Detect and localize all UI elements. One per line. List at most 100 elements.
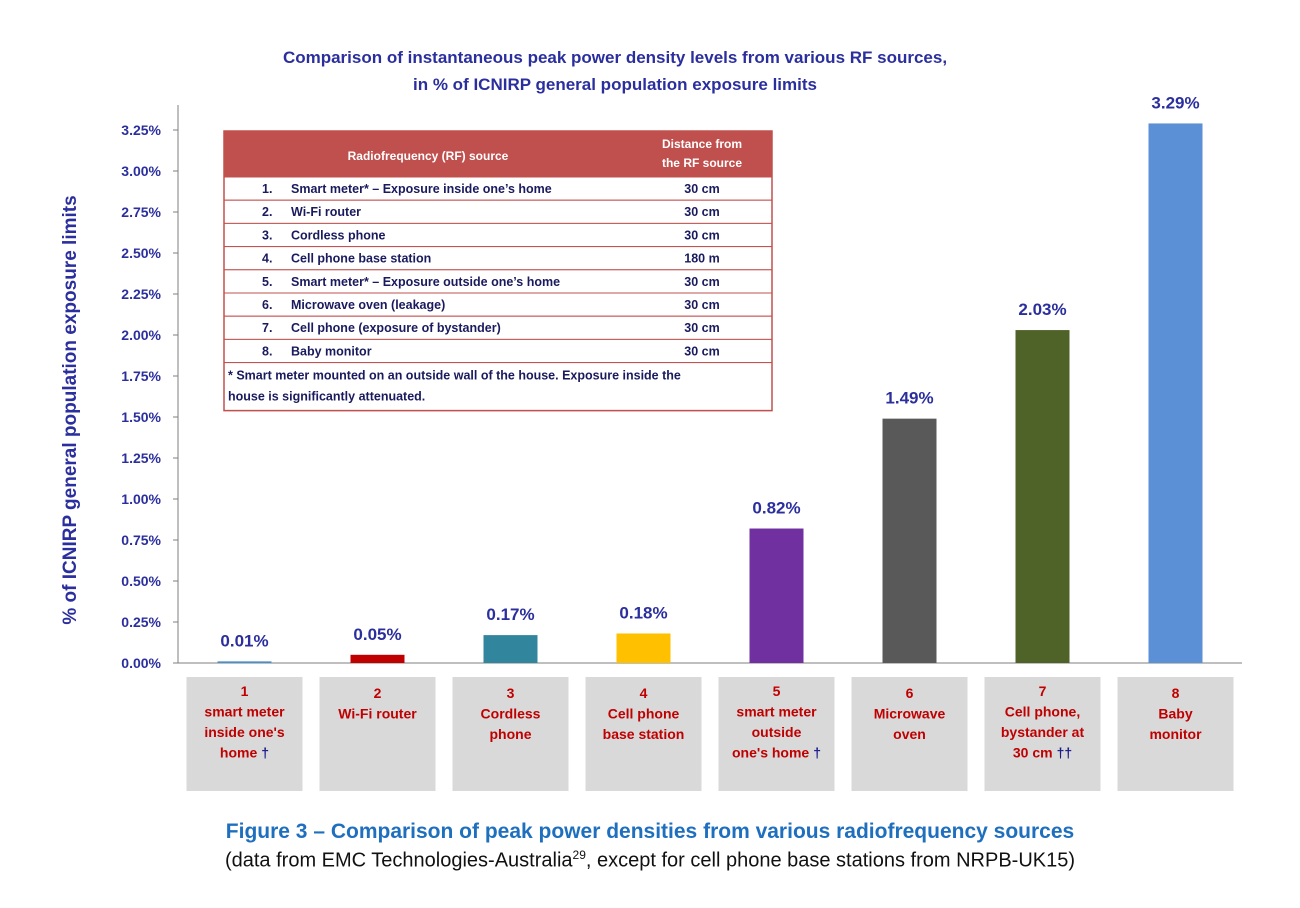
dagger-mark: † — [261, 745, 269, 761]
table-note-box — [223, 362, 773, 412]
chart-title-line-1: Comparison of instantaneous peak power d… — [283, 48, 947, 67]
category-label-line: outside — [752, 724, 802, 740]
category-label-line: home † — [220, 745, 269, 761]
category-label-line: Cordless — [481, 706, 541, 722]
caption-sub-text-2: , except for cell phone base stations fr… — [585, 849, 1076, 872]
category-label-line: monitor — [1149, 726, 1202, 742]
table-row-number: 4. — [262, 252, 272, 266]
y-tick-label: 2.50% — [121, 245, 161, 261]
table-header-source: Radiofrequency (RF) source — [348, 149, 509, 163]
bar-value-label: 0.05% — [353, 625, 401, 644]
axes: 0.00% 0.25% 0.50% 0.75% 1.00% 1.25% 1.50% 1.75%… — [121, 105, 1242, 671]
y-tick-label: 1.25% — [121, 450, 161, 466]
category-label-line: smart meter — [736, 704, 817, 720]
bar-value-label: 3.29% — [1151, 93, 1199, 112]
category-label-line: oven — [893, 726, 926, 742]
category-label-line: Cell phone — [608, 706, 680, 722]
category-label-line: 7 — [1039, 683, 1047, 699]
category-box — [1117, 677, 1234, 791]
table-row-source: Smart meter* – Exposure outside one’s ho… — [291, 275, 560, 289]
category-label-line: bystander at — [1001, 724, 1085, 740]
category-label-line: 1 — [241, 683, 249, 699]
bar — [483, 635, 538, 663]
table-row-source: Wi-Fi router — [291, 205, 361, 219]
y-tick-label: 2.25% — [121, 286, 161, 302]
table-row-distance: 30 cm — [684, 321, 719, 335]
category-label-line: 8 — [1172, 685, 1180, 701]
table-row-number: 8. — [262, 344, 272, 358]
bar — [217, 661, 272, 663]
y-tick-label: 3.25% — [121, 122, 161, 138]
bar-value-label: 0.18% — [619, 603, 667, 622]
category-labels: 1 smart meter inside one's home † 2 Wi-Fi rout… — [186, 677, 1234, 791]
table-note-line: house is significantly attenuated. — [228, 390, 425, 404]
table-row-source: Baby monitor — [291, 344, 372, 358]
category-label-line: phone — [490, 726, 532, 742]
y-tick-label: 0.00% — [121, 655, 161, 671]
category-label-line: Wi-Fi router — [338, 706, 417, 722]
bar — [616, 633, 671, 663]
table-row-distance: 30 cm — [684, 275, 719, 289]
caption-footnote-ref: 29 — [572, 848, 586, 862]
category-box — [452, 677, 569, 791]
dagger-mark: † — [813, 745, 821, 761]
table-row-source: Smart meter* – Exposure inside one’s hom… — [291, 182, 552, 196]
table-row-distance: 30 cm — [684, 298, 719, 312]
category-box — [851, 677, 968, 791]
table-header-distance: the RF source — [662, 156, 742, 170]
table-row-number: 6. — [262, 298, 272, 312]
bar — [749, 528, 804, 663]
bar-value-label: 1.49% — [885, 389, 933, 408]
category-label-line: 6 — [906, 685, 914, 701]
category-label-line: 4 — [640, 685, 648, 701]
y-tick-label: 1.75% — [121, 368, 161, 384]
bar-value-label: 0.01% — [220, 631, 268, 650]
category-label-line: 2 — [374, 685, 382, 701]
table-row-number: 5. — [262, 275, 272, 289]
table-outline — [223, 130, 773, 412]
category-label-line: inside one's — [204, 724, 285, 740]
bars-group: 0.01% 0.05% 0.17% 0.18% 0.82% 1.49% 2.03% 3.29% — [217, 93, 1203, 663]
table-note-line: * Smart meter mounted on an outside wall… — [228, 369, 681, 383]
table-header-distance: Distance from — [662, 137, 742, 151]
table-row-number: 2. — [262, 205, 272, 219]
table-row-distance: 30 cm — [684, 344, 719, 358]
bar — [1015, 330, 1070, 663]
category-label-line: 5 — [773, 683, 781, 699]
y-tick-label: 1.50% — [121, 409, 161, 425]
y-tick-label: 2.75% — [121, 204, 161, 220]
y-tick-label: 1.00% — [121, 491, 161, 507]
category-box — [585, 677, 702, 791]
y-axis-label: % of ICNIRP general population exposure … — [60, 195, 81, 624]
chart-title-line-2: in % of ICNIRP general population exposu… — [413, 75, 817, 94]
dagger-mark: †† — [1057, 745, 1073, 761]
figure-caption-subtitle: (data from EMC Technologies-Australia29,… — [0, 848, 1300, 873]
table-row-source: Cell phone base station — [291, 252, 431, 266]
table-header-bg — [224, 131, 772, 177]
category-label-line: 3 — [507, 685, 515, 701]
category-box — [319, 677, 436, 791]
bar-chart: Comparison of instantaneous peak power d… — [60, 48, 1242, 791]
y-tick-label: 3.00% — [121, 163, 161, 179]
category-label-line: 30 cm †† — [1013, 745, 1072, 761]
category-label-line: Baby — [1158, 706, 1192, 722]
table-row-source: Cell phone (exposure of bystander) — [291, 321, 501, 335]
table-row-number: 1. — [262, 182, 272, 196]
y-tick-label: 2.00% — [121, 327, 161, 343]
category-box — [718, 677, 835, 791]
y-tick-label: 0.75% — [121, 532, 161, 548]
table-row-source: Microwave oven (leakage) — [291, 298, 445, 312]
category-box — [186, 677, 303, 791]
y-tick-label: 0.50% — [121, 573, 161, 589]
bar — [1148, 123, 1203, 663]
category-label-line: base station — [603, 726, 685, 742]
bar-value-label: 0.82% — [752, 499, 800, 518]
bar-value-label: 2.03% — [1018, 300, 1066, 319]
category-label-line: smart meter — [204, 704, 285, 720]
category-label-line: Cell phone, — [1005, 704, 1080, 720]
category-label-line: one's home † — [732, 745, 821, 761]
table-row-distance: 30 cm — [684, 205, 719, 219]
caption-sub-text: (data from EMC Technologies-Australia — [224, 849, 573, 872]
y-tick-label: 0.25% — [121, 614, 161, 630]
category-label-line: Microwave — [874, 706, 946, 722]
